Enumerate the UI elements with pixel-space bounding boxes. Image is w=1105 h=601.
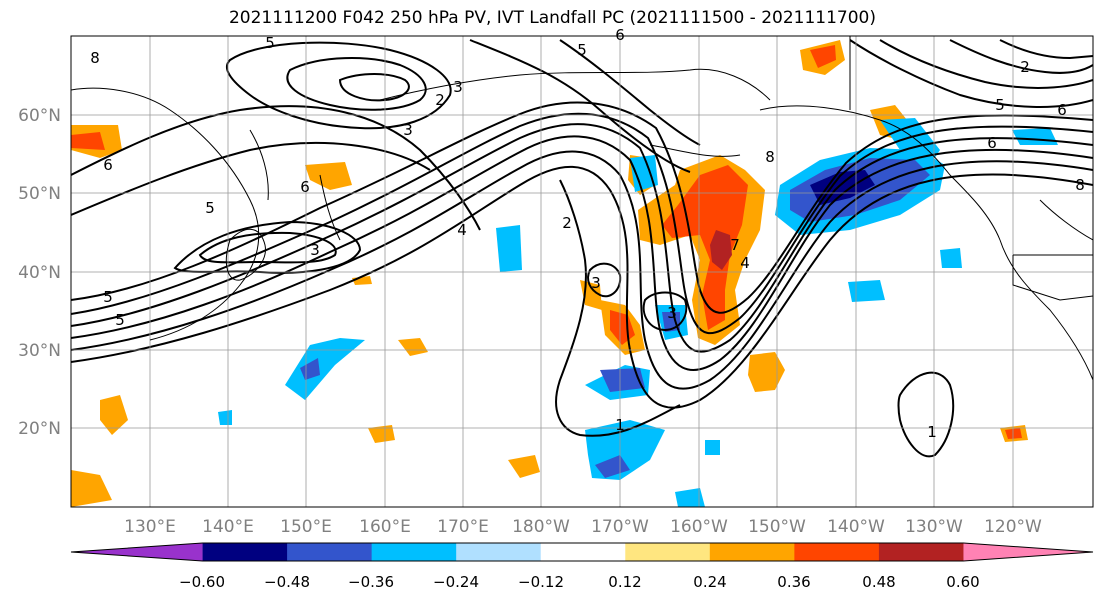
contour-label: 2 bbox=[1020, 58, 1030, 76]
contour-label: 4 bbox=[457, 221, 467, 239]
lat-label: 40°N bbox=[18, 263, 61, 283]
lon-label: 150°E bbox=[280, 517, 332, 537]
contour-label: 5 bbox=[265, 34, 275, 52]
lon-label: 120°W bbox=[984, 517, 1042, 537]
lat-label: 50°N bbox=[18, 184, 61, 204]
colorbar-segment bbox=[625, 543, 711, 561]
contour-label: 2 bbox=[435, 91, 445, 109]
colorbar-tick-label: 0.48 bbox=[862, 573, 895, 591]
colorbar-tick-label: 0.36 bbox=[777, 573, 810, 591]
pv-contours bbox=[71, 39, 1093, 458]
colorbar-tick-label: −0.24 bbox=[433, 573, 479, 591]
colorbar-tick-label: 0.12 bbox=[608, 573, 641, 591]
contour-label: 3 bbox=[667, 304, 677, 322]
colorbar-segment bbox=[202, 543, 288, 561]
contour-label: 8 bbox=[765, 148, 775, 166]
latitude-labels: 60°N 50°N 40°N 30°N 20°N bbox=[18, 106, 61, 439]
lon-label: 170°W bbox=[591, 517, 649, 537]
lon-label: 140°W bbox=[827, 517, 885, 537]
colorbar-tick-label: −0.36 bbox=[348, 573, 394, 591]
contour-label: 6 bbox=[1057, 101, 1067, 119]
colorbar-tick-label: −0.12 bbox=[518, 573, 564, 591]
contour-label: 2 bbox=[562, 214, 572, 232]
colorbar-extend-min bbox=[71, 543, 203, 561]
lat-label: 20°N bbox=[18, 419, 61, 439]
contour-label: 1 bbox=[927, 423, 937, 441]
contour-label: 5 bbox=[995, 96, 1005, 114]
lon-label: 130°E bbox=[124, 517, 176, 537]
contour-label: 6 bbox=[987, 134, 997, 152]
contour-label: 5 bbox=[115, 311, 125, 329]
contour-label: 5 bbox=[205, 199, 215, 217]
colorbar-ticks: −0.60 −0.48 −0.36 −0.24 −0.12 0.12 0.24 … bbox=[179, 573, 980, 591]
colorbar-segment bbox=[540, 543, 626, 561]
colorbar-tick-label: 0.24 bbox=[693, 573, 726, 591]
colorbar-segment bbox=[456, 543, 542, 561]
contour-label: 8 bbox=[1075, 176, 1085, 194]
colorbar-segment bbox=[287, 543, 373, 561]
contour-label: 1 bbox=[615, 416, 625, 434]
colorbar-tick-label: −0.60 bbox=[179, 573, 225, 591]
contour-label: 3 bbox=[310, 241, 320, 259]
contour-label: 6 bbox=[300, 178, 310, 196]
coastlines bbox=[71, 36, 1093, 381]
contour-label: 8 bbox=[90, 49, 100, 67]
lon-label: 140°E bbox=[202, 517, 254, 537]
contour-label: 3 bbox=[591, 274, 601, 292]
lon-label: 130°W bbox=[905, 517, 963, 537]
lon-label: 180°W bbox=[512, 517, 570, 537]
contour-label: 3 bbox=[403, 121, 413, 139]
contour-label: 6 bbox=[615, 26, 625, 44]
colorbar-tick-label: −0.48 bbox=[264, 573, 310, 591]
contour-labels: 8 5 6 2 3 5 6 5 3 4 2 3 8 5 6 8 5 6 6 2 … bbox=[90, 26, 1085, 441]
colorbar-segment bbox=[709, 543, 795, 561]
colorbar-outline bbox=[70, 542, 1094, 562]
colorbar-extend-max bbox=[963, 543, 1093, 561]
graticule bbox=[71, 36, 1093, 507]
colorbar-segment bbox=[878, 543, 964, 561]
lon-label: 150°W bbox=[748, 517, 806, 537]
contour-label: 4 bbox=[740, 254, 750, 272]
colorbar-tick-label: 0.60 bbox=[946, 573, 979, 591]
lon-label: 160°W bbox=[670, 517, 728, 537]
contour-label: 5 bbox=[577, 41, 587, 59]
lat-label: 60°N bbox=[18, 106, 61, 126]
lon-label: 160°E bbox=[359, 517, 411, 537]
colorbar-segment bbox=[794, 543, 880, 561]
lon-label: 170°E bbox=[437, 517, 489, 537]
figure-title: 2021111200 F042 250 hPa PV, IVT Landfall… bbox=[228, 8, 876, 28]
longitude-labels: 130°E 140°E 150°E 160°E 170°E 180°W 170°… bbox=[124, 517, 1042, 537]
contour-label: 7 bbox=[730, 236, 740, 254]
contour-label: 5 bbox=[103, 288, 113, 306]
contour-label: 6 bbox=[103, 156, 113, 174]
colorbar bbox=[70, 542, 1094, 562]
lat-label: 30°N bbox=[18, 341, 61, 361]
contour-label: 3 bbox=[453, 78, 463, 96]
colorbar-segment bbox=[371, 543, 457, 561]
